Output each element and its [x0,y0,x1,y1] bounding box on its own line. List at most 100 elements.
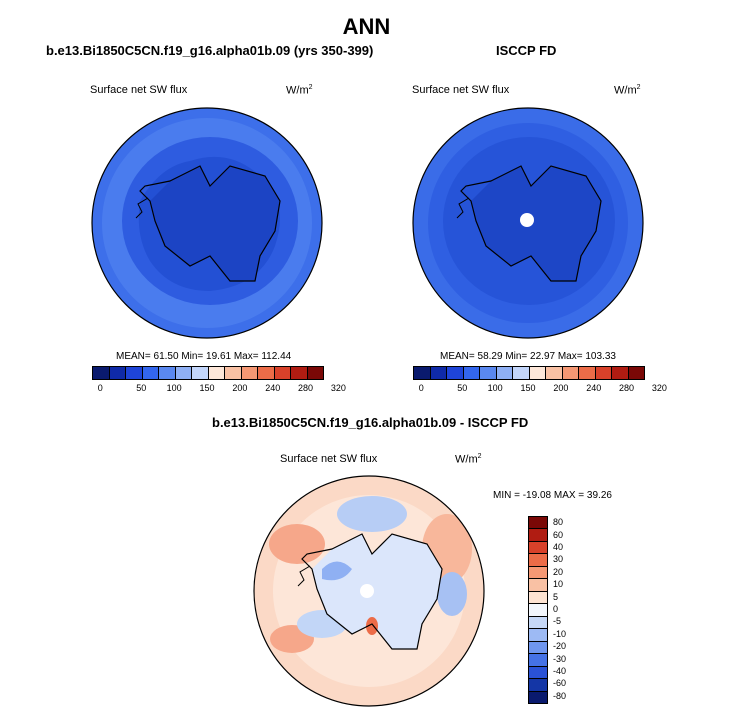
colorbar-tick-label: 0 [418,383,424,393]
colorbar-swatch [529,566,547,580]
colorbar-tick-label: 10 [553,579,564,590]
panel-1-map-border [91,107,323,339]
colorbar-swatch [258,367,275,379]
panel-1-antarctica-fill [150,166,280,281]
panel-2-coastline [460,165,602,282]
colorbar-swatch [109,367,126,379]
diff-stats: MIN = -19.08 MAX = 39.26 [493,490,612,501]
diff-variable: Surface net SW flux [280,453,378,465]
panel-1-variable: Surface net SW flux [90,84,188,96]
colorbar-tick-label: -5 [553,616,562,627]
colorbar-tick-label: 0 [97,383,103,393]
panel-2-antarctica-fill [471,166,601,281]
colorbar-tick-label: 60 [553,529,564,540]
colorbar-tick-label: -60 [553,678,567,689]
colorbar-swatch [529,641,547,655]
colorbar-swatch [529,616,547,630]
panel-1-units: W/m2 [286,84,313,97]
colorbar-swatch [529,679,547,692]
colorbar-swatch [93,367,110,379]
colorbar-tick-label: 80 [553,517,564,528]
colorbar-tick-label: 320 [651,383,667,393]
panel-1-stats: MEAN= 61.50 Min= 19.61 Max= 112.44 [116,351,292,362]
colorbar-swatch [529,554,547,567]
panel-2-polar-map [412,107,644,339]
colorbar-swatch [175,367,192,379]
colorbar-tick-label: 280 [619,383,635,393]
colorbar-tick-label: -80 [553,690,567,701]
diff-map-border [253,475,485,707]
colorbar-swatch [529,591,547,605]
diff-colorbar [528,516,548,704]
colorbar-swatch [307,367,323,379]
colorbar-swatch [529,629,547,642]
colorbar-swatch [291,367,308,379]
colorbar-swatch [414,367,431,379]
panel-1-title: b.e13.Bi1850C5CN.f19_g16.alpha01b.09 (yr… [46,43,374,58]
colorbar-swatch [529,666,547,680]
colorbar-tick-label: 100 [166,383,182,393]
colorbar-swatch [447,367,464,379]
colorbar-swatch [595,367,612,379]
colorbar-swatch [126,367,143,379]
colorbar-tick-label: 20 [553,566,564,577]
colorbar-tick-label: 0 [553,604,559,614]
colorbar-swatch [546,367,563,379]
colorbar-tick-label: 240 [265,383,281,393]
colorbar-swatch [241,367,258,379]
main-title: ANN [342,14,391,39]
colorbar-swatch [159,367,176,379]
colorbar-swatch [529,367,546,379]
colorbar-swatch [579,367,596,379]
colorbar-swatch [225,367,242,379]
colorbar-swatch [529,579,547,592]
panel-1-colorbar [92,366,324,380]
panel-2-map-border [412,107,644,339]
diff-field-cool-peninsula [322,561,352,581]
colorbar-tick-label: 50 [136,383,147,393]
panel-2-stats: MEAN= 58.29 Min= 22.97 Max= 103.33 [440,351,616,362]
colorbar-swatch [513,367,530,379]
diff-field-warm-1 [269,524,325,564]
colorbar-swatch [529,654,547,667]
colorbar-tick-label: -40 [553,666,567,676]
panel-2-peninsula [456,197,470,219]
colorbar-swatch [430,367,447,379]
panel-1-peninsula [135,197,149,219]
diff-polar-map [253,475,485,707]
colorbar-tick-label: 30 [553,554,564,565]
colorbar-tick-label: 5 [553,591,559,602]
diff-units: W/m2 [455,453,482,466]
colorbar-tick-label: -30 [553,653,567,664]
colorbar-swatch [496,367,513,379]
colorbar-tick-label: 200 [553,383,569,393]
colorbar-swatch [529,604,547,617]
diff-antarctica-fill [312,534,442,649]
colorbar-swatch [529,517,547,530]
colorbar-tick-label: 150 [199,383,215,393]
diff-peninsula [297,565,311,587]
colorbar-swatch [274,367,291,379]
diff-pole-hole [360,584,374,598]
diff-field-hot-spot [366,617,378,635]
panel-2-title: ISCCP FD [496,43,557,58]
colorbar-tick-label: 320 [330,383,346,393]
colorbar-tick-label: 50 [457,383,468,393]
colorbar-swatch [529,529,547,542]
colorbar-tick-label: 240 [586,383,602,393]
colorbar-tick-label: 100 [487,383,503,393]
colorbar-swatch [562,367,579,379]
diff-field-cool-1 [337,496,407,532]
colorbar-swatch [480,367,497,379]
diff-title: b.e13.Bi1850C5CN.f19_g16.alpha01b.09 - I… [212,415,529,430]
diff-field-cool-2 [437,572,467,616]
colorbar-swatch [529,691,547,704]
colorbar-tick-label: 280 [298,383,314,393]
colorbar-tick-label: -20 [553,641,567,652]
panel-2-colorbar [413,366,645,380]
colorbar-swatch [142,367,159,379]
panel-2-variable: Surface net SW flux [412,84,510,96]
colorbar-swatch [529,541,547,555]
colorbar-swatch [463,367,480,379]
colorbar-tick-label: -10 [553,628,567,639]
